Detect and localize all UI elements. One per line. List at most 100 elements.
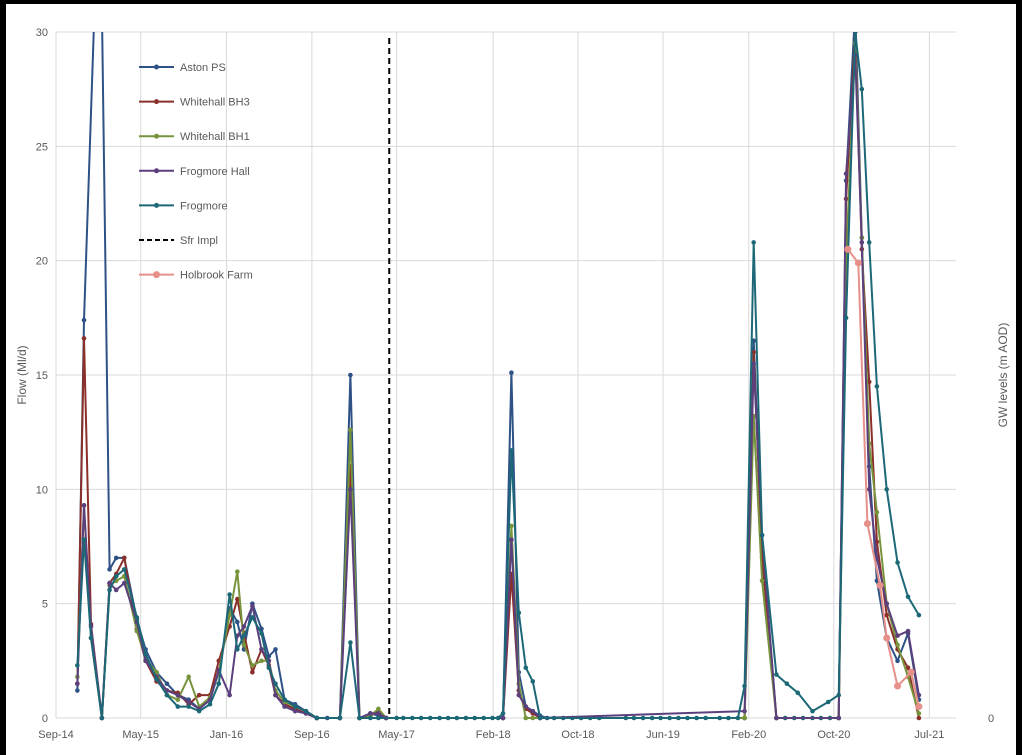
y-tick-label: 20 xyxy=(36,256,48,268)
holbrook-farm-point xyxy=(907,668,915,676)
whitehall-bh1-point xyxy=(235,569,240,574)
frogmore-hall-point xyxy=(874,555,880,561)
frogmore-hall-point xyxy=(175,692,181,698)
whitehall-bh3-point xyxy=(196,692,202,698)
aston-ps-point xyxy=(273,647,278,652)
aston-ps-point xyxy=(75,688,80,693)
frogmore-point xyxy=(742,683,747,689)
frogmore-hall-point xyxy=(143,658,148,664)
x-tick-label: Feb-18 xyxy=(476,729,511,741)
aston-ps-point xyxy=(81,317,87,323)
frogmore-point xyxy=(75,663,80,668)
aston-ps-point xyxy=(113,555,119,561)
whitehall-bh1-point xyxy=(916,711,922,716)
x-tick-label: Sep-16 xyxy=(294,729,329,741)
y-tick-label: 30 xyxy=(36,27,48,39)
whitehall-bh1-point xyxy=(227,612,232,618)
frogmore-hall-point xyxy=(227,692,232,698)
whitehall-bh1-line xyxy=(76,42,920,719)
x-tick-label: Jul-21 xyxy=(914,729,944,741)
frogmore-point xyxy=(88,635,94,641)
frogmore-hall-point xyxy=(866,487,872,492)
grid xyxy=(55,31,956,719)
chart-frame: 0 5 10 15 20 25 30 Sep-14 May-15 Jan-16 Sep-16 May-… xyxy=(6,4,1016,755)
frogmore-point xyxy=(348,640,353,645)
whitehall-bh3-point xyxy=(81,336,87,341)
whitehall-bh1-point xyxy=(186,674,191,680)
frogmore-hall-point xyxy=(292,708,298,714)
frogmore-point xyxy=(266,665,272,670)
legend-holbrook-farm-label: Holbrook Farm xyxy=(180,270,253,282)
frogmore-point xyxy=(784,681,790,686)
frogmore-hall-point xyxy=(905,628,911,634)
legend-whitehall-bh3-label: Whitehall BH3 xyxy=(180,97,250,109)
frogmore-point xyxy=(774,672,779,677)
frogmore-point xyxy=(196,708,202,714)
frogmore-hall-point xyxy=(516,692,522,698)
frogmore-point xyxy=(884,487,889,492)
series xyxy=(75,7,923,721)
x-tick-label: May-17 xyxy=(378,729,415,741)
frogmore-hall-point xyxy=(259,647,264,652)
whitehall-bh1-point xyxy=(376,706,381,712)
x-tick-label: Jun-19 xyxy=(646,729,680,741)
frogmore-point xyxy=(250,615,255,620)
frogmore-point xyxy=(273,681,278,686)
frogmore-point xyxy=(227,592,232,597)
frogmore-point xyxy=(99,715,105,721)
frogmore-point xyxy=(134,615,140,620)
frogmore-hall-point xyxy=(75,681,80,686)
whitehall-bh3-point xyxy=(751,349,756,355)
frogmore-point xyxy=(81,537,87,542)
aston-ps-point xyxy=(509,370,514,376)
legend-whitehall-bh1-label: Whitehall BH1 xyxy=(180,131,250,143)
legend-aston-ps-marker xyxy=(154,64,159,70)
x-tick-label: May-15 xyxy=(122,729,159,741)
frogmore-point xyxy=(859,86,865,92)
legend-whitehall-bh1-marker xyxy=(154,133,159,139)
whitehall-bh1-point xyxy=(523,715,529,721)
frogmore-hall-point xyxy=(774,715,779,721)
frogmore-hall-point xyxy=(530,708,536,714)
frogmore-hall-point xyxy=(186,699,191,705)
whitehall-bh1-point xyxy=(250,663,255,668)
holbrook-farm-point xyxy=(883,634,891,642)
frogmore-point xyxy=(376,715,381,721)
frogmore-point xyxy=(735,715,741,721)
flow-chart: 0 5 10 15 20 25 30 Sep-14 May-15 Jan-16 Sep-16 May-… xyxy=(15,7,1010,741)
whitehall-bh3-point xyxy=(905,665,911,670)
frogmore-point xyxy=(282,697,287,703)
frogmore-point xyxy=(852,32,858,35)
holbrook-farm-point xyxy=(915,703,923,711)
frogmore-point xyxy=(303,708,309,714)
x-tick-label: Oct-20 xyxy=(817,729,850,741)
legend-holbrook-farm-marker xyxy=(153,271,160,279)
frogmore-hall-point xyxy=(884,601,889,606)
legend-frogmore-label: Frogmore xyxy=(180,200,228,212)
frogmore-point xyxy=(905,594,911,600)
legend-aston-ps-label: Aston PS xyxy=(180,62,226,74)
aston-ps-point xyxy=(235,619,240,625)
x-tick-label: Oct-18 xyxy=(561,729,594,741)
frogmore-point xyxy=(895,560,900,565)
aston-ps-point xyxy=(348,372,353,378)
aston-ps-point xyxy=(895,658,900,664)
frogmore-point xyxy=(795,690,801,696)
frogmore-hall-point xyxy=(751,361,756,366)
frogmore-hall-point xyxy=(509,537,514,542)
whitehall-bh3-point xyxy=(121,555,127,561)
frogmore-hall-point xyxy=(742,708,747,714)
frogmore-hall-point xyxy=(348,487,353,492)
frogmore-hall-point xyxy=(836,715,842,721)
frogmore-point xyxy=(874,384,880,389)
frogmore-point xyxy=(810,708,815,714)
frogmore-point xyxy=(368,715,373,721)
y-tick-label: 0 xyxy=(42,713,48,725)
frogmore-point xyxy=(500,711,506,716)
frogmore-point xyxy=(836,692,842,698)
holbrook-farm-point xyxy=(876,581,884,589)
frogmore-point xyxy=(509,448,514,453)
aston-ps-point xyxy=(100,7,105,12)
aston-ps-point xyxy=(92,7,97,12)
frogmore-point xyxy=(207,701,213,707)
